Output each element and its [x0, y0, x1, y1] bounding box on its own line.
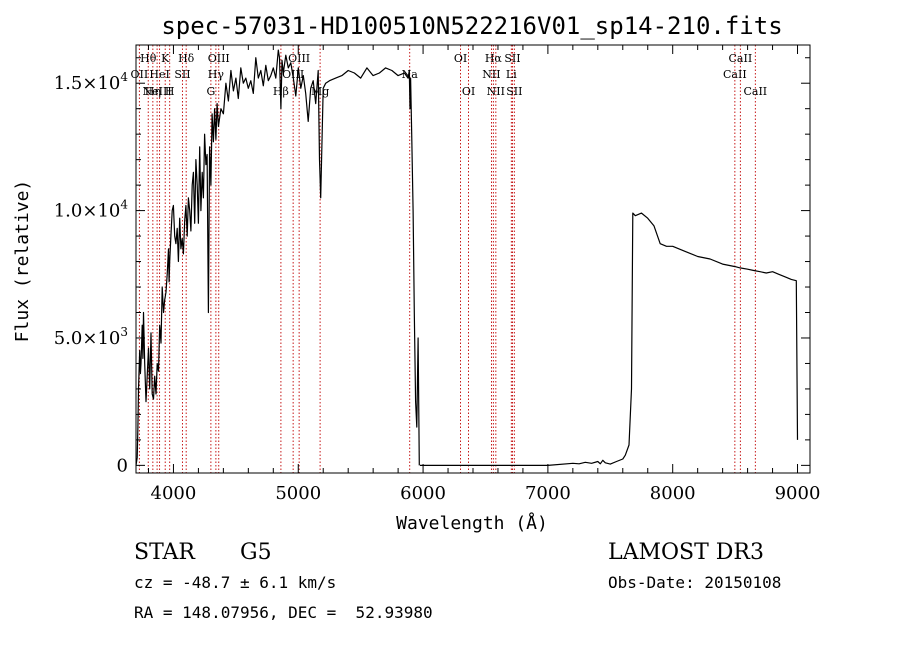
line-label: OI — [454, 52, 467, 65]
line-label: OII — [131, 68, 149, 81]
x-tick-label: 7000 — [525, 483, 571, 504]
line-label: HeI — [149, 68, 169, 81]
object-class: STAR — [134, 540, 195, 565]
line-label: CaII — [729, 52, 753, 65]
line-label: Hδ — [178, 52, 195, 65]
line-label: CaII — [743, 85, 767, 98]
spectrum-series-0 — [135, 49, 420, 466]
coordinates: RA = 148.07956, DEC = 52.93980 — [134, 603, 433, 622]
line-label: NII — [482, 68, 500, 81]
line-label: Hγ — [208, 68, 225, 81]
line-label: SII — [506, 85, 522, 98]
line-label: SII — [174, 68, 190, 81]
line-label: OIII — [288, 52, 310, 65]
y-axis-label: Flux (relative) — [12, 180, 33, 343]
obs-date: Obs-Date: 20150108 — [608, 573, 782, 592]
x-tick-label: 9000 — [775, 483, 821, 504]
line-label: Hθ — [140, 52, 157, 65]
line-label: OIII — [282, 68, 304, 81]
line-label: CaII — [723, 68, 747, 81]
line-label: NeIII — [143, 85, 172, 98]
line-label: Na — [402, 68, 419, 81]
line-label: K — [161, 52, 170, 65]
y-tick-label: 0 — [117, 455, 128, 476]
x-tick-label: 4000 — [151, 483, 197, 504]
x-tick-label: 5000 — [275, 483, 321, 504]
y-tick-label: 1.0×104 — [54, 198, 129, 222]
chart-title: spec-57031-HD100510N522216V01_sp14-210.f… — [161, 12, 782, 40]
survey-name: LAMOST DR3 — [608, 540, 764, 565]
line-label: OI — [462, 85, 475, 98]
line-label: Hβ — [273, 85, 289, 98]
line-label: OIII — [208, 52, 230, 65]
x-tick-label: 6000 — [400, 483, 446, 504]
x-axis-label: Wavelength (Å) — [396, 512, 548, 534]
redshift-text: cz = -48.7 ± 6.1 km/s — [134, 573, 337, 592]
line-label: Mg — [311, 85, 329, 98]
line-label: Li — [506, 68, 517, 81]
line-label: NII — [487, 85, 505, 98]
line-label: Hα — [485, 52, 503, 65]
object-subclass: G5 — [240, 540, 272, 565]
y-tick-label: 5.0×103 — [54, 325, 128, 349]
spectrum-series-1 — [420, 212, 799, 466]
x-tick-label: 8000 — [650, 483, 696, 504]
line-label: Hη — [145, 85, 161, 98]
line-label: G — [206, 85, 215, 98]
y-tick-label: 1.5×104 — [54, 70, 129, 94]
line-label: H — [165, 85, 175, 98]
line-label: SII — [504, 52, 520, 65]
